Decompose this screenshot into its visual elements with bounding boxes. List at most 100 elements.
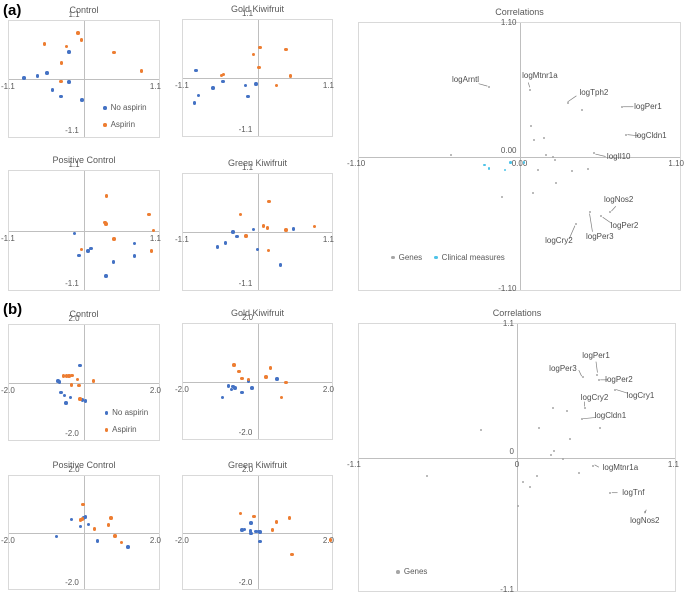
- scatter-point: [265, 226, 270, 230]
- chart-a-control: Control 1.1 -1.1 -1.1 1.1 No aspirin Aspirin: [1, 5, 161, 138]
- gene-point: [583, 406, 586, 409]
- scatter-point: [79, 247, 84, 252]
- scatter-point: [231, 230, 235, 234]
- chart-title: Green Kiwifruit: [227, 158, 288, 168]
- gene-point: [577, 472, 580, 475]
- gene-point: [449, 154, 452, 157]
- chart-a-positive-control: Positive Control 1.1 -1.1 -1.1 1.1: [1, 155, 161, 291]
- scatter-point: [104, 274, 108, 278]
- axis-tick-label: 1.1: [502, 319, 514, 328]
- gene-label: logCry2: [580, 393, 609, 403]
- axis-tick-label: -1.1: [65, 126, 79, 135]
- scatter-point: [106, 523, 111, 527]
- scatter-point: [278, 263, 283, 267]
- scatter-point: [257, 65, 261, 70]
- scatter-point: [232, 363, 236, 367]
- gene-point: [596, 373, 599, 376]
- chart-title: Correlations: [492, 308, 542, 318]
- scatter-point: [238, 511, 243, 516]
- scatter-point: [249, 531, 253, 536]
- chart-title: Positive Control: [52, 155, 116, 165]
- scatter-point: [279, 395, 284, 400]
- legend-item: No aspirin: [103, 103, 147, 112]
- chart-title: Control: [69, 309, 99, 319]
- scatter-point: [252, 514, 256, 519]
- scatter-point: [91, 379, 96, 383]
- scatter-point: [244, 234, 248, 238]
- gene-point: [517, 505, 520, 508]
- chart-title: Correlations: [495, 7, 544, 17]
- scatter-point: [223, 241, 228, 245]
- axis-tick-label: -2.0: [1, 385, 15, 395]
- scatter-point: [238, 212, 243, 217]
- scatter-point: [80, 98, 84, 102]
- axis-tick-label: 1.1: [68, 160, 80, 169]
- gene-label: logTnf: [622, 487, 645, 497]
- scatter-point: [249, 521, 253, 525]
- legend-marker-icon: [104, 428, 109, 432]
- legend-item: Clinical measures: [434, 253, 505, 262]
- scatter-point: [80, 517, 85, 521]
- clinical-point: [483, 163, 486, 167]
- axis-tick-label: 2.0: [149, 385, 161, 395]
- gene-point: [537, 427, 540, 430]
- scatter-point: [86, 522, 91, 527]
- scatter-point: [291, 227, 296, 231]
- annotation-connector: [478, 83, 488, 87]
- gene-label: logArntl: [451, 75, 480, 85]
- gene-point: [480, 428, 483, 431]
- gene-point: [551, 406, 554, 409]
- scatter-point: [78, 524, 82, 529]
- legend-label: No aspirin: [112, 407, 149, 417]
- scatter-point: [151, 228, 156, 233]
- scatter-point: [86, 249, 90, 253]
- axis-tick-label: 2.0: [149, 535, 161, 545]
- legend-label: Aspirin: [110, 119, 136, 129]
- scatter-point: [76, 31, 80, 35]
- scatter-point: [215, 245, 220, 249]
- scatter-point: [246, 377, 251, 382]
- scatter-point: [243, 83, 248, 88]
- gene-point: [597, 378, 600, 381]
- scatter-point: [59, 79, 63, 84]
- scatter-point: [251, 227, 256, 232]
- axis-tick-label: -1.1: [1, 82, 15, 91]
- scatter-point: [54, 534, 59, 539]
- gene-point: [530, 125, 533, 128]
- legend-item: Genes: [391, 253, 422, 262]
- gene-point: [599, 427, 602, 430]
- scatter-point: [264, 375, 268, 379]
- scatter-point: [248, 529, 253, 533]
- axis-tick-label: 2.0: [322, 384, 334, 394]
- chart-title: Gold Kiwifruit: [230, 308, 284, 318]
- annotation-connector: [611, 206, 617, 212]
- axis-tick-label: -1.1: [175, 81, 189, 90]
- gene-point: [587, 167, 590, 170]
- axis-tick-label: 1.1: [322, 235, 334, 244]
- scatter-point: [92, 527, 97, 531]
- scatter-point: [109, 516, 113, 520]
- scatter-point: [112, 237, 116, 241]
- gene-label: logPer2: [605, 374, 633, 384]
- gene-point: [580, 417, 583, 420]
- scatter-point: [226, 384, 231, 388]
- axis-tick-label: -1.1: [175, 235, 189, 244]
- gene-label: logCry1: [626, 390, 655, 400]
- scatter-point: [258, 530, 262, 534]
- scatter-point: [72, 231, 77, 236]
- gene-label: logPer1: [634, 101, 662, 111]
- scatter-point: [240, 390, 244, 395]
- gene-point: [543, 137, 546, 140]
- gene-label: logPer1: [582, 350, 610, 360]
- clinical-point: [509, 161, 512, 164]
- chart-a-gold-kiwifruit: Gold Kiwifruit 1.1 -1.1 -1.1 1.1: [175, 4, 334, 137]
- axis-tick-label: 1.1: [241, 9, 254, 18]
- chart-legend: No aspirin Aspirin: [104, 407, 149, 443]
- gene-point: [544, 154, 547, 157]
- scatter-point: [35, 74, 40, 78]
- scatter-point: [104, 222, 108, 226]
- scatter-point: [83, 399, 88, 403]
- axis-tick-label: -2.0: [175, 535, 189, 545]
- scatter-point: [233, 386, 237, 390]
